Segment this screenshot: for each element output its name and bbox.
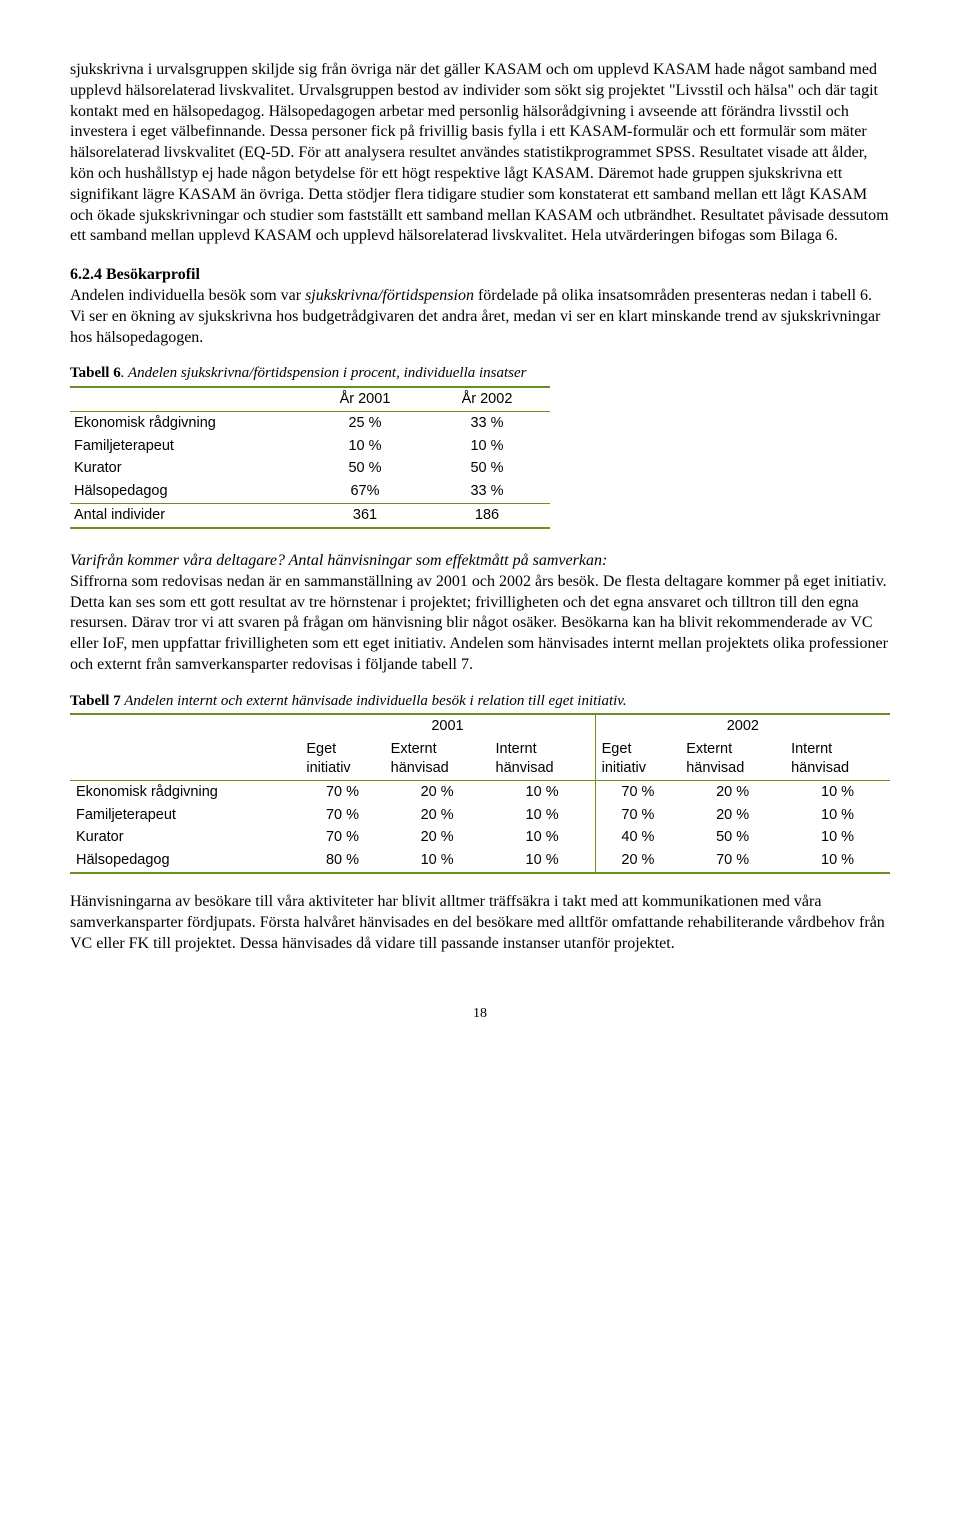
table7-subheader: Egetinitiativ	[595, 738, 680, 780]
table6-cell-value: 186	[428, 504, 550, 528]
table7-sh-3: Egetinitiativ	[602, 741, 646, 776]
table7-cell-value: 10 %	[785, 826, 890, 849]
table7-cell-value: 10 %	[785, 849, 890, 873]
table7-blank	[70, 714, 300, 738]
table7-subheader: Internthänvisad	[785, 738, 890, 780]
table7-blank	[70, 738, 300, 780]
para3-body: Siffrorna som redovisas nedan är en samm…	[70, 573, 888, 673]
body-paragraph-3: Varifrån kommer våra deltagare? Antal hä…	[70, 551, 890, 676]
table7-cell-value: 70 %	[300, 826, 384, 849]
page-number: 18	[70, 1005, 890, 1023]
para2-part-a: Andelen individuella besök som var	[70, 287, 305, 304]
table-6: År 2001 År 2002 Ekonomisk rådgivning 25 …	[70, 386, 550, 529]
table7-row: Kurator 70 % 20 % 10 % 40 % 50 % 10 %	[70, 826, 890, 849]
table6-header-year2: År 2002	[428, 387, 550, 411]
para2-italic: sjukskrivna/förtidspension	[305, 287, 474, 304]
table7-sh-2: Internthänvisad	[496, 741, 554, 776]
table7-subheader-row: Egetinitiativ Externthänvisad Internthän…	[70, 738, 890, 780]
table7-subheader: Egetinitiativ	[300, 738, 384, 780]
table7-sh-1: Externthänvisad	[391, 741, 449, 776]
table7-cell-value: 70 %	[300, 780, 384, 803]
table7-cell-label: Familjeterapeut	[70, 804, 300, 827]
body-paragraph-2: Andelen individuella besök som var sjuks…	[70, 286, 890, 348]
table7-year-row: 2001 2002	[70, 714, 890, 738]
table7-cell-value: 10 %	[490, 849, 596, 873]
table6-header-row: År 2001 År 2002	[70, 387, 550, 411]
table6-cell-value: 25 %	[306, 411, 428, 434]
table6-cell-value: 361	[306, 504, 428, 528]
table6-cell-value: 33 %	[428, 411, 550, 434]
table7-row: Hälsopedagog 80 % 10 % 10 % 20 % 70 % 10…	[70, 849, 890, 873]
table6-header-blank	[70, 387, 306, 411]
table7-cell-value: 80 %	[300, 849, 384, 873]
table7-cell-value: 20 %	[595, 849, 680, 873]
table6-cell-value: 50 %	[306, 457, 428, 480]
table7-cell-value: 50 %	[680, 826, 785, 849]
table6-row: Kurator 50 % 50 %	[70, 457, 550, 480]
table7-caption-text: Andelen internt och externt hänvisade in…	[121, 693, 627, 709]
table7-cell-value: 20 %	[385, 826, 490, 849]
table7-cell-value: 10 %	[385, 849, 490, 873]
table7-cell-value: 20 %	[385, 780, 490, 803]
table7-caption-label: Tabell 7	[70, 693, 121, 709]
table6-cell-value: 50 %	[428, 457, 550, 480]
table7-subheader: Externthänvisad	[385, 738, 490, 780]
table7-cell-value: 10 %	[785, 780, 890, 803]
table7-caption: Tabell 7 Andelen internt och externt hän…	[70, 692, 890, 712]
table7-cell-label: Ekonomisk rådgivning	[70, 780, 300, 803]
table7-year2: 2002	[595, 714, 890, 738]
table7-cell-value: 20 %	[385, 804, 490, 827]
table7-cell-value: 10 %	[785, 804, 890, 827]
table6-caption-label: Tabell 6	[70, 365, 121, 381]
table7-cell-label: Kurator	[70, 826, 300, 849]
table6-caption-text: . Andelen sjukskrivna/förtidspension i p…	[121, 365, 527, 381]
table7-cell-value: 40 %	[595, 826, 680, 849]
table7-subheader: Internthänvisad	[490, 738, 596, 780]
table6-cell-label: Kurator	[70, 457, 306, 480]
table7-cell-value: 70 %	[300, 804, 384, 827]
table6-cell-value: 10 %	[428, 435, 550, 458]
table6-header-year1: År 2001	[306, 387, 428, 411]
table6-cell-label: Hälsopedagog	[70, 480, 306, 503]
table-7: 2001 2002 Egetinitiativ Externthänvisad …	[70, 713, 890, 874]
body-paragraph-1: sjukskrivna i urvalsgruppen skiljde sig …	[70, 60, 890, 247]
table7-sh-0: Egetinitiativ	[306, 741, 350, 776]
table7-cell-value: 20 %	[680, 804, 785, 827]
table7-sh-5: Internthänvisad	[791, 741, 849, 776]
table7-cell-value: 20 %	[680, 780, 785, 803]
table7-cell-label: Hälsopedagog	[70, 849, 300, 873]
table6-cell-value: 33 %	[428, 480, 550, 503]
table7-cell-value: 70 %	[680, 849, 785, 873]
table6-cell-value: 10 %	[306, 435, 428, 458]
para3-italic-lead: Varifrån kommer våra deltagare? Antal hä…	[70, 552, 607, 569]
table7-cell-value: 10 %	[490, 804, 596, 827]
table7-cell-value: 10 %	[490, 780, 596, 803]
table6-cell-label: Ekonomisk rådgivning	[70, 411, 306, 434]
body-paragraph-4: Hänvisningarna av besökare till våra akt…	[70, 892, 890, 954]
table6-cell-value: 67%	[306, 480, 428, 503]
table7-cell-value: 70 %	[595, 804, 680, 827]
table7-row: Familjeterapeut 70 % 20 % 10 % 70 % 20 %…	[70, 804, 890, 827]
table7-cell-value: 10 %	[490, 826, 596, 849]
table7-cell-value: 70 %	[595, 780, 680, 803]
section-heading-624: 6.2.4 Besökarprofil	[70, 265, 890, 286]
table6-caption: Tabell 6. Andelen sjukskrivna/förtidspen…	[70, 364, 890, 384]
table6-cell-label: Antal individer	[70, 504, 306, 528]
table7-sh-4: Externthänvisad	[686, 741, 744, 776]
table6-row: Ekonomisk rådgivning 25 % 33 %	[70, 411, 550, 434]
table7-year1: 2001	[300, 714, 595, 738]
table6-cell-label: Familjeterapeut	[70, 435, 306, 458]
table7-subheader: Externthänvisad	[680, 738, 785, 780]
table6-row: Familjeterapeut 10 % 10 %	[70, 435, 550, 458]
table6-row: Hälsopedagog 67% 33 %	[70, 480, 550, 503]
table6-total-row: Antal individer 361 186	[70, 504, 550, 528]
table7-row: Ekonomisk rådgivning 70 % 20 % 10 % 70 %…	[70, 780, 890, 803]
